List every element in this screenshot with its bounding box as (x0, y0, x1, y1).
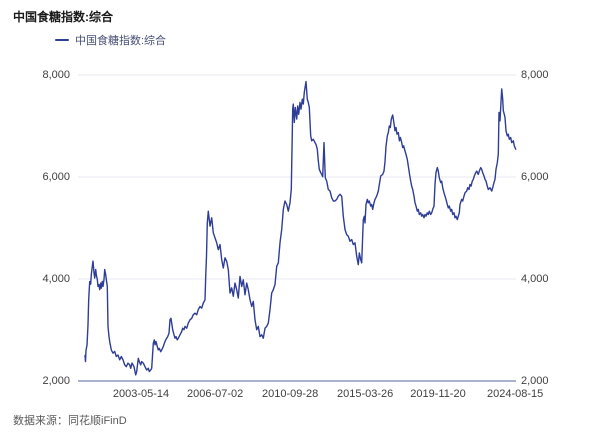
y-tick-label-left: 8,000 (42, 69, 70, 81)
legend-item[interactable]: 中国食糖指数:综合 (55, 33, 166, 47)
x-tick-label: 2003-05-14 (112, 388, 170, 400)
x-tick-label: 2015-03-26 (337, 388, 394, 400)
y-tick-label-right: 8,000 (521, 69, 549, 81)
y-tick-label-left: 2,000 (42, 375, 70, 387)
y-tick-label-right: 2,000 (521, 375, 549, 387)
series-line (84, 80, 517, 376)
x-tick-label: 2024-08-15 (486, 388, 544, 400)
legend-label: 中国食糖指数:综合 (75, 35, 167, 47)
data-source-note: 数据来源：同花顺iFinD (13, 415, 127, 427)
y-tick-label-right: 4,000 (521, 273, 549, 285)
x-tick-label: 2019-11-20 (410, 388, 466, 400)
x-tick-label: 2006-07-02 (187, 388, 244, 400)
y-tick-label-left: 6,000 (42, 171, 70, 183)
y-tick-label-right: 6,000 (521, 171, 549, 183)
y-tick-label-left: 4,000 (42, 273, 70, 285)
x-tick-label: 2010-09-28 (262, 388, 319, 400)
legend-line-icon (55, 38, 69, 42)
page-title: 中国食糖指数:综合 (13, 10, 113, 24)
